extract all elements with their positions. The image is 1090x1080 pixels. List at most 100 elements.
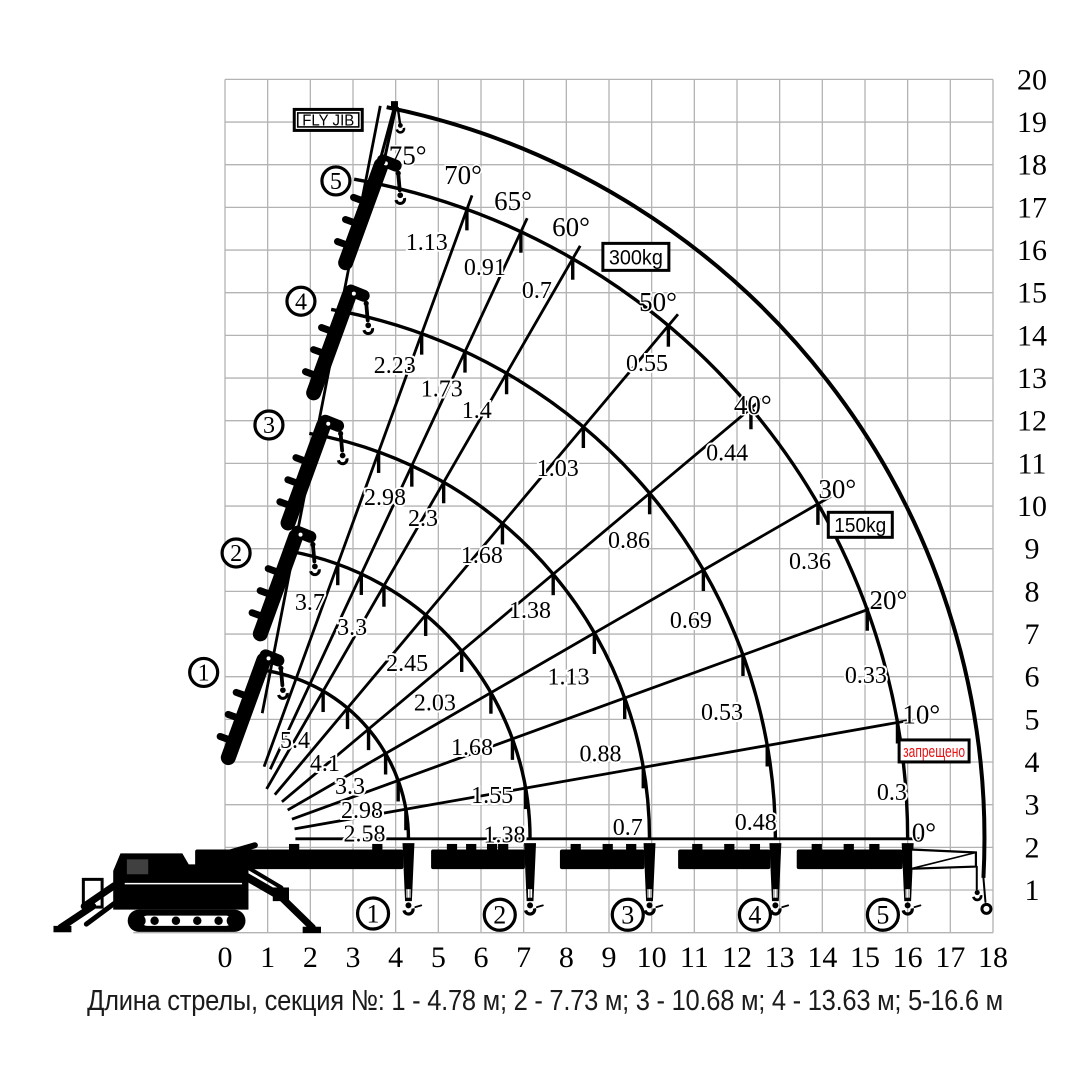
jib-capacity-150kg-text: 150kg [834, 515, 886, 537]
section-marker-left-4-number: 4 [295, 289, 307, 315]
boom-lug [498, 843, 509, 851]
fly-jib-drawing [376, 101, 406, 171]
boom-hook-pin [772, 902, 779, 909]
section-marker-left-1-circle [188, 656, 220, 689]
angle-label: 70° [444, 160, 482, 190]
boom-hook-pin [527, 902, 534, 909]
hook-hanger [524, 843, 537, 902]
a-frame-left [81, 877, 104, 909]
boom-head-pin [351, 291, 356, 296]
y-axis-label: 8 [1025, 575, 1040, 608]
boom-lug [309, 346, 324, 356]
y-axis-label: 4 [1025, 746, 1040, 779]
boom-bar [338, 157, 389, 271]
boom-lug [341, 215, 356, 226]
capacity-value: 2.98 [364, 485, 406, 511]
crane-body [113, 853, 249, 910]
section-marker-left-1-number: 1 [198, 661, 210, 687]
hook-tick [655, 904, 664, 909]
jib-capacity-300kg-box [601, 241, 671, 272]
capacity-value: 2.3 [408, 506, 438, 532]
section-marker-left-3: 3 [253, 409, 285, 441]
boom-lug [724, 843, 735, 851]
boom-hook-icon [277, 692, 289, 700]
capacity-value: 0.69 [670, 608, 712, 634]
x-axis-label: 1 [260, 941, 275, 974]
capacity-value: 0.53 [701, 700, 743, 726]
boom-lug [811, 843, 822, 851]
section-marker-left-2: 2 [220, 537, 252, 569]
capacity-value: 0.44 [706, 440, 748, 466]
hook-line [310, 542, 317, 564]
jib-end-hook-icon [980, 902, 993, 915]
lowered-boom-section-5 [796, 843, 922, 916]
y-axis-label: 15 [1017, 277, 1047, 310]
fly-jib-label-inner-box [296, 112, 360, 128]
capacity-value: 0.7 [613, 815, 643, 841]
boom-bar [195, 849, 404, 870]
x-axis-label: 4 [388, 941, 403, 974]
boom-lug [372, 843, 383, 851]
x-axis-label: 17 [935, 941, 965, 974]
section-marker-bottom-1-number: 1 [367, 899, 380, 928]
hook-tick [535, 904, 544, 909]
boom-lug [692, 843, 703, 851]
jib-tip [390, 101, 398, 109]
capacity-value: 0.3 [877, 780, 907, 806]
lowered-boom-section-4 [678, 843, 790, 916]
capacity-value: 0.7 [522, 278, 552, 304]
x-axis-label: 3 [345, 941, 360, 974]
capacity-value: 0.86 [608, 528, 650, 554]
boom-length-caption: Длина стрелы, секция №: 1 - 4.78 м; 2 - … [87, 985, 1003, 1017]
jib-hook-line [396, 106, 402, 125]
boom-lug [843, 843, 854, 851]
capacity-value: 2.98 [341, 798, 383, 824]
track-slot [141, 915, 232, 926]
capacity-value: 0.91 [464, 255, 506, 281]
jib-frame-diag [910, 851, 977, 870]
x-axis-label: 10 [637, 941, 667, 974]
section-marker-left-5: 5 [320, 165, 352, 197]
cab-window [126, 859, 149, 875]
capacity-value: 0.36 [789, 549, 831, 575]
section-marker-left-2-number: 2 [230, 541, 242, 567]
section-marker-bottom-2: 2 [482, 897, 517, 932]
section-marker-left-2-circle [220, 537, 252, 569]
track-sprocket [226, 914, 239, 927]
angle-ray-30 [286, 495, 832, 812]
angle-label: 0° [912, 817, 936, 847]
angle-label: 30° [818, 474, 856, 504]
raised-boom-section-1 [216, 649, 289, 766]
boom-lug [602, 843, 613, 851]
jib-arc-drop [982, 876, 987, 903]
x-axis-label: 16 [893, 941, 923, 974]
x-axis-label: 6 [473, 941, 488, 974]
section-marker-left-1: 1 [188, 656, 220, 689]
angle-ray-60 [265, 245, 582, 790]
raised-boom-section-5 [333, 154, 407, 271]
grid [133, 78, 994, 934]
boom-lug [276, 498, 291, 508]
jib-capacity-150kg-box [826, 510, 894, 539]
outrigger-link-right [246, 865, 284, 890]
x-axis-label: 2 [303, 941, 318, 974]
boom-bar [431, 849, 525, 870]
section-marker-bottom-3-circle [610, 897, 645, 932]
boom-lug [264, 565, 279, 575]
boom-bar [280, 418, 332, 531]
outrigger-leg-left [80, 882, 118, 910]
hook-line [338, 431, 345, 453]
capacity-value: 1.68 [461, 543, 503, 569]
angle-label: 20° [870, 585, 908, 615]
capacity-value: 0.33 [845, 663, 887, 689]
boom-lug [446, 843, 458, 851]
capacity-value: 1.68 [451, 735, 493, 761]
boom-hook-icon [309, 568, 321, 577]
y-axis-label: 10 [1017, 490, 1047, 523]
angle-label: 50° [639, 287, 677, 317]
crane-vehicle-illustration [53, 842, 321, 934]
angle-ray-10 [294, 718, 913, 831]
boom-bar [220, 652, 272, 766]
angle-label: 10° [902, 699, 940, 729]
